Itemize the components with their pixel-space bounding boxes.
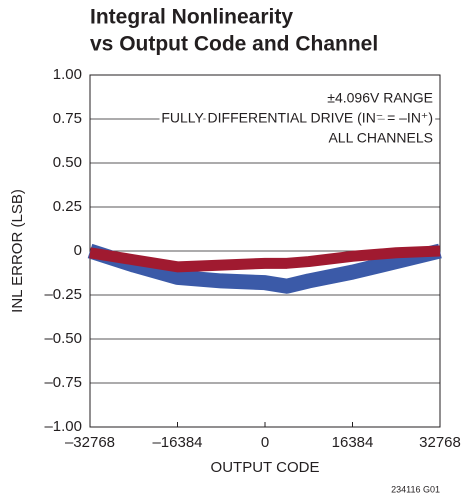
y-tick-label: 1.00 (53, 66, 82, 83)
chart-title: Integral Nonlinearity (90, 6, 293, 29)
y-tick-label: 0.25 (53, 198, 82, 215)
figure-id: 234116 G01 (391, 484, 440, 494)
y-axis-label: INL ERROR (LSB) (9, 189, 26, 313)
y-tick-label: 0.50 (53, 154, 82, 171)
y-tick-label: 0 (74, 242, 82, 259)
chart-title: vs Output Code and Channel (90, 33, 378, 56)
x-tick-label: 0 (261, 434, 269, 451)
data-band (89, 245, 441, 273)
x-tick-label: 32768 (419, 434, 461, 451)
y-tick-label: –1.00 (44, 418, 82, 435)
x-tick-label: –32768 (65, 434, 115, 451)
annotation: ALL CHANNELS (328, 130, 433, 146)
annotation: FULLY DIFFERENTIAL DRIVE (IN⁻ = –IN⁺) (161, 110, 433, 126)
data-band (87, 243, 442, 294)
x-tick-label: 16384 (332, 434, 374, 451)
y-tick-label: –0.75 (44, 374, 82, 391)
y-tick-label: –0.25 (44, 286, 82, 303)
y-tick-label: –0.50 (44, 330, 82, 347)
annotation: ±4.096V RANGE (327, 90, 433, 106)
x-axis-label: OUTPUT CODE (211, 459, 320, 476)
y-tick-label: 0.75 (53, 110, 82, 127)
x-tick-label: –16384 (152, 434, 202, 451)
